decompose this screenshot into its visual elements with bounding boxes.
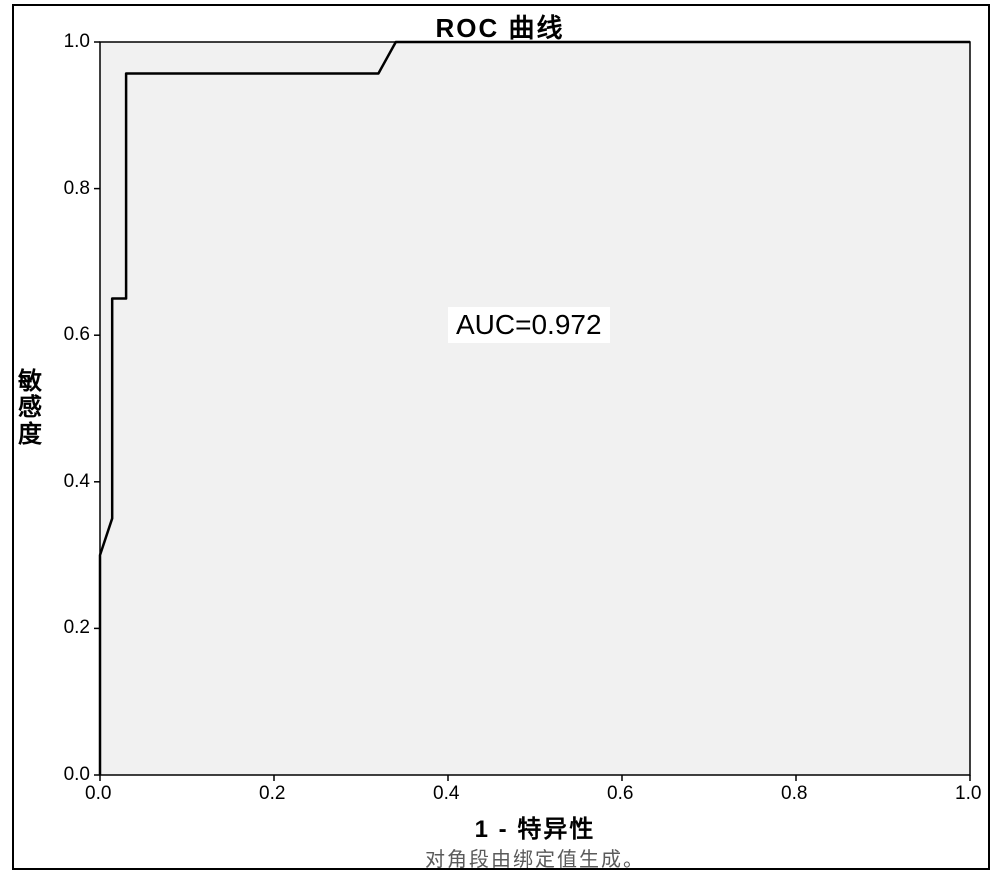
roc-plot-svg bbox=[100, 42, 970, 775]
x-tick-label: 0.0 bbox=[85, 783, 111, 805]
y-tick-label: 0.0 bbox=[64, 764, 90, 786]
y-tick-label: 0.6 bbox=[64, 324, 90, 346]
chart-footnote: 对角段由绑定值生成。 bbox=[100, 843, 970, 872]
y-tick-label: 0.8 bbox=[64, 178, 90, 200]
x-tick-label: 1.0 bbox=[955, 783, 981, 805]
plot-area bbox=[100, 42, 970, 775]
y-tick-label: 0.2 bbox=[64, 617, 90, 639]
auc-annotation: AUC=0.972 bbox=[448, 307, 610, 343]
x-tick-label: 0.4 bbox=[433, 783, 459, 805]
chart-title: ROC 曲线 bbox=[0, 8, 1000, 45]
y-tick-label: 0.4 bbox=[64, 471, 90, 493]
y-tick-label: 1.0 bbox=[64, 31, 90, 53]
x-tick-label: 0.2 bbox=[259, 783, 285, 805]
y-axis-label: 敏感度 bbox=[16, 369, 44, 448]
x-tick-label: 0.6 bbox=[607, 783, 633, 805]
x-axis-label: 1 - 特异性 bbox=[100, 809, 970, 844]
x-tick-label: 0.8 bbox=[781, 783, 807, 805]
